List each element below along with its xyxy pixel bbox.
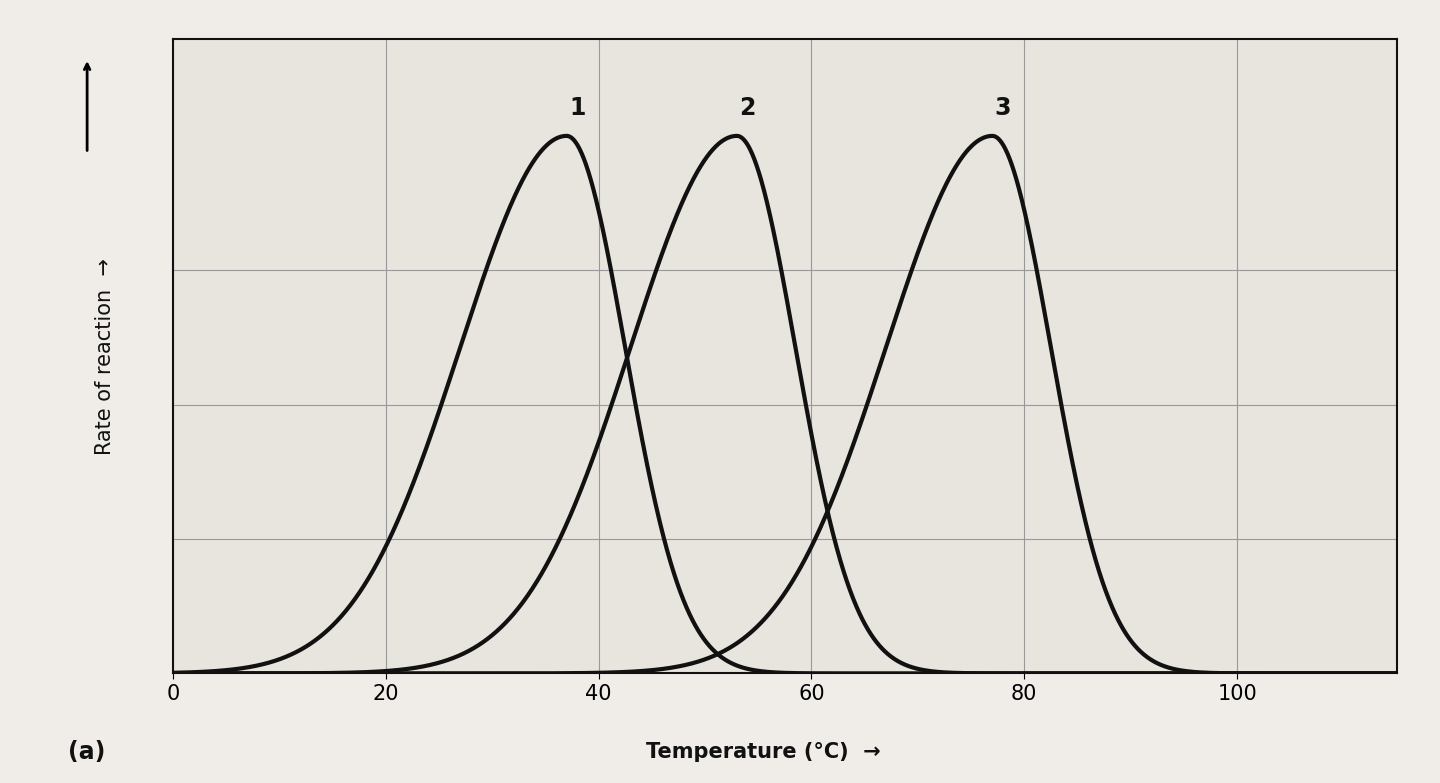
Text: (a): (a) bbox=[68, 740, 105, 763]
Text: 2: 2 bbox=[739, 96, 756, 120]
Text: Temperature (°C)  →: Temperature (°C) → bbox=[647, 742, 880, 762]
Text: Rate of reaction  →: Rate of reaction → bbox=[95, 258, 115, 455]
Text: 1: 1 bbox=[569, 96, 586, 120]
Text: 3: 3 bbox=[995, 96, 1011, 120]
